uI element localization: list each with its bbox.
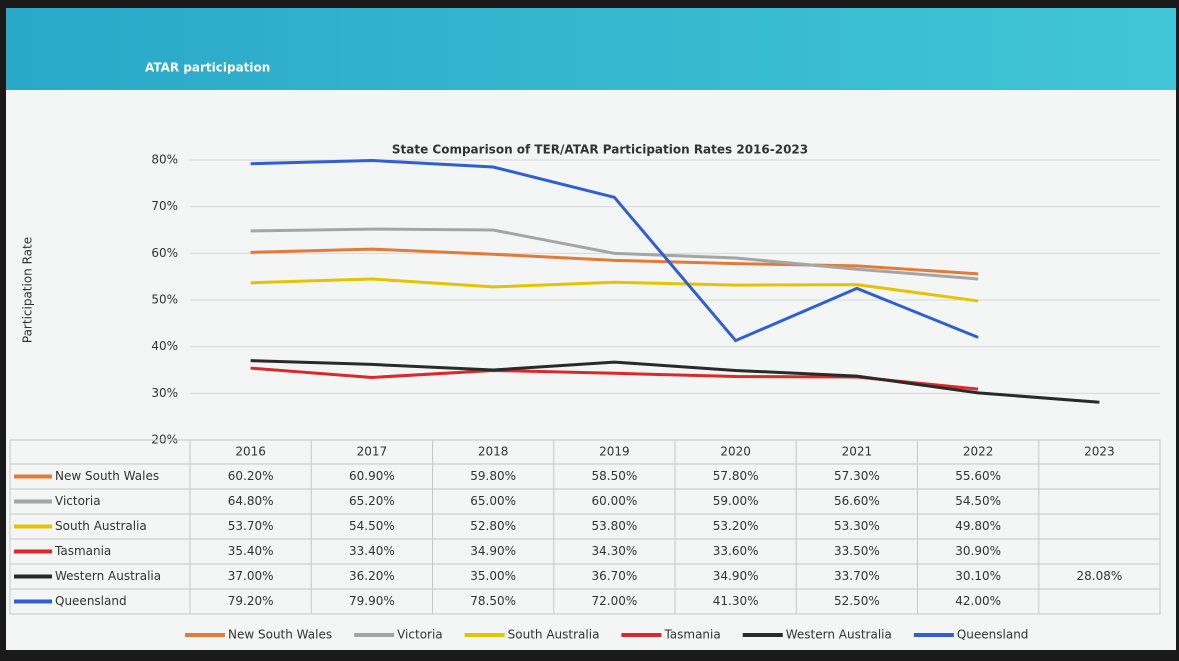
table-cell: 53.30% <box>834 519 880 533</box>
table-row-label: Victoria <box>55 494 101 508</box>
table-cell: 36.70% <box>591 569 637 583</box>
legend-label: Victoria <box>397 628 443 642</box>
legend-label: South Australia <box>508 628 600 642</box>
table-row-label: South Australia <box>55 519 147 533</box>
table-cell: 30.10% <box>955 569 1001 583</box>
table-cell: 79.20% <box>228 594 274 608</box>
table-cell: 30.90% <box>955 544 1001 558</box>
x-tick-label: 2016 <box>235 445 266 459</box>
table-cell: 53.80% <box>591 519 637 533</box>
table-cell: 33.70% <box>834 569 880 583</box>
table-row-label: Western Australia <box>55 569 161 583</box>
legend-label: Western Australia <box>786 628 892 642</box>
table-cell: 34.30% <box>591 544 637 558</box>
y-axis-label: Participation Rate <box>21 237 35 343</box>
table-cell: 78.50% <box>470 594 516 608</box>
y-tick-label: 40% <box>151 339 178 353</box>
table-cell: 33.40% <box>349 544 395 558</box>
table-cell: 55.60% <box>955 469 1001 483</box>
table-row-label: New South Wales <box>55 469 159 483</box>
slide: ATAR participation State Comparison of T… <box>0 0 1179 657</box>
table-cell: 59.00% <box>713 494 759 508</box>
legend-label: Tasmania <box>663 628 720 642</box>
y-tick-label: 80% <box>151 153 178 167</box>
x-tick-label: 2023 <box>1084 445 1115 459</box>
table-row-label: Queensland <box>55 594 127 608</box>
table-cell: 56.60% <box>834 494 880 508</box>
x-tick-label: 2018 <box>478 445 509 459</box>
table-cell: 60.90% <box>349 469 395 483</box>
table-cell: 65.20% <box>349 494 395 508</box>
table-cell: 58.50% <box>591 469 637 483</box>
table-cell: 54.50% <box>955 494 1001 508</box>
table-cell: 33.60% <box>713 544 759 558</box>
table-cell: 57.30% <box>834 469 880 483</box>
y-tick-label: 30% <box>151 386 178 400</box>
x-tick-label: 2021 <box>842 445 873 459</box>
table-cell: 60.20% <box>228 469 274 483</box>
x-tick-label: 2020 <box>720 445 751 459</box>
table-cell: 52.50% <box>834 594 880 608</box>
table-cell: 36.20% <box>349 569 395 583</box>
table-cell: 37.00% <box>228 569 274 583</box>
legend-label: Queensland <box>957 628 1029 642</box>
slide-body <box>6 90 1176 650</box>
table-cell: 72.00% <box>591 594 637 608</box>
table-cell: 59.80% <box>470 469 516 483</box>
table-cell: 41.30% <box>713 594 759 608</box>
y-tick-label: 70% <box>151 199 178 213</box>
x-tick-label: 2022 <box>963 445 994 459</box>
x-tick-label: 2017 <box>357 445 388 459</box>
slide-title: ATAR participation <box>145 61 270 75</box>
table-cell: 54.50% <box>349 519 395 533</box>
x-tick-label: 2019 <box>599 445 630 459</box>
table-cell: 53.70% <box>228 519 274 533</box>
table-cell: 34.90% <box>713 569 759 583</box>
table-cell: 52.80% <box>470 519 516 533</box>
table-cell: 28.08% <box>1076 569 1122 583</box>
table-cell: 65.00% <box>470 494 516 508</box>
table-cell: 35.40% <box>228 544 274 558</box>
chart-title: State Comparison of TER/ATAR Participati… <box>392 143 808 157</box>
table-cell: 42.00% <box>955 594 1001 608</box>
table-row-label: Tasmania <box>54 544 111 558</box>
table-cell: 79.90% <box>349 594 395 608</box>
table-cell: 33.50% <box>834 544 880 558</box>
y-tick-label: 60% <box>151 246 178 260</box>
table-cell: 60.00% <box>591 494 637 508</box>
table-cell: 53.20% <box>713 519 759 533</box>
table-cell: 57.80% <box>713 469 759 483</box>
table-cell: 34.90% <box>470 544 516 558</box>
table-cell: 49.80% <box>955 519 1001 533</box>
table-cell: 64.80% <box>228 494 274 508</box>
y-tick-label: 50% <box>151 293 178 307</box>
legend-label: New South Wales <box>228 628 332 642</box>
table-cell: 35.00% <box>470 569 516 583</box>
